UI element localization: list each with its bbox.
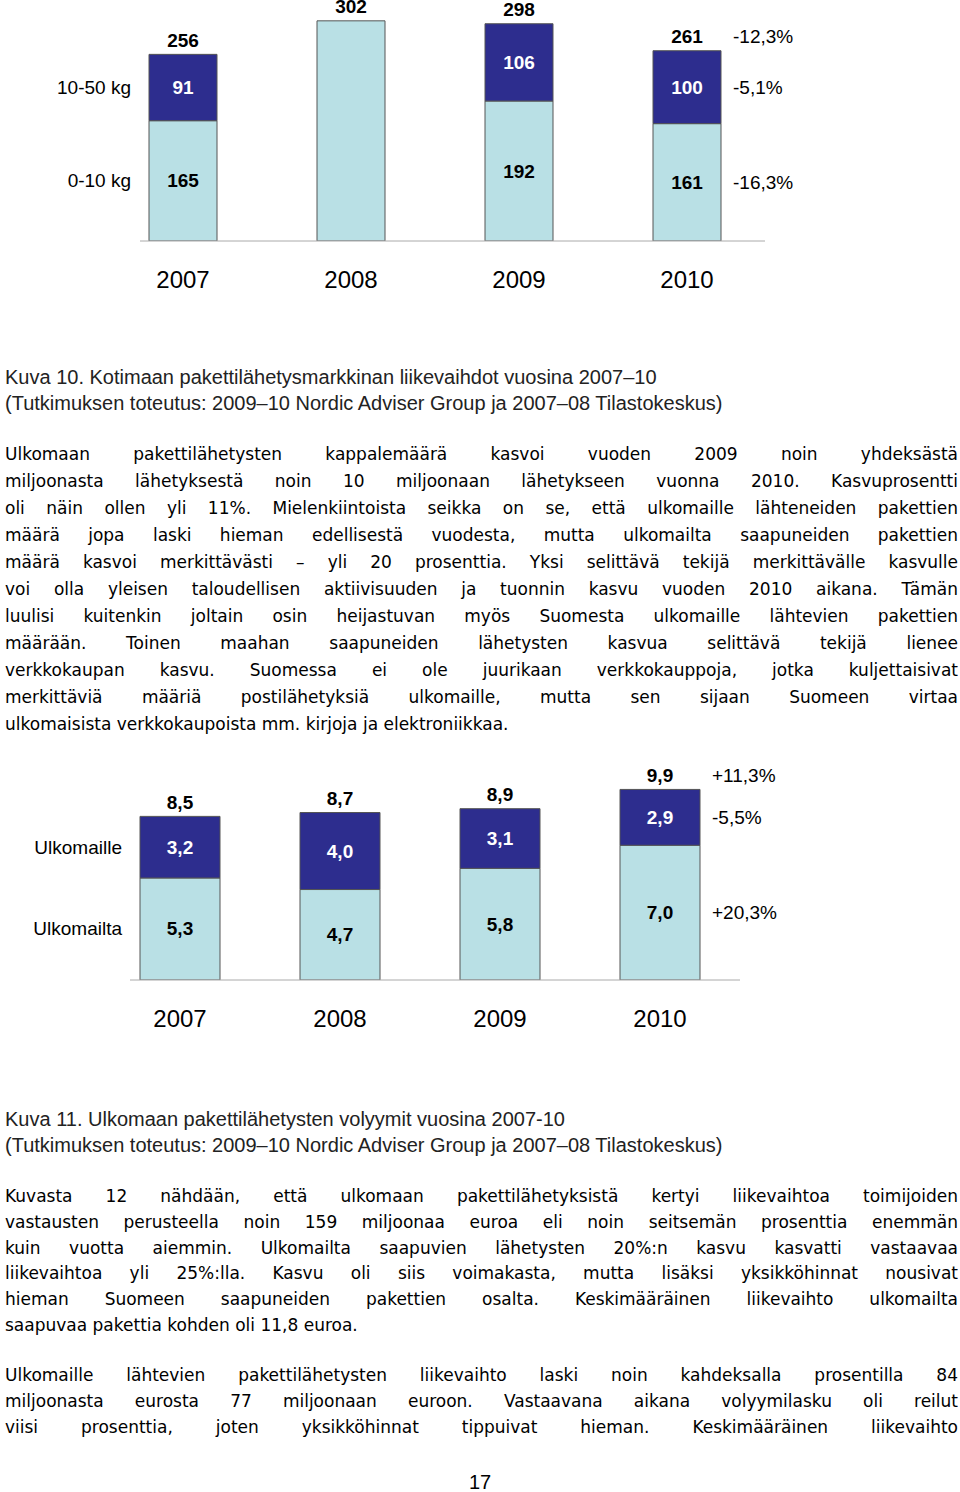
svg-text:165: 165 xyxy=(167,170,199,191)
svg-text:2007: 2007 xyxy=(153,1005,206,1032)
svg-text:5,8: 5,8 xyxy=(487,914,513,935)
svg-text:2009: 2009 xyxy=(492,266,545,293)
html-text:määrä jopa laski hieman edelli: määrä jopa laski hieman edellisestä vuod… xyxy=(5,525,958,545)
html-text:Kuva 11. Ulkomaan pakettilähet: Kuva 11. Ulkomaan pakettilähetysten voly… xyxy=(5,1108,565,1130)
svg-text:+20,3%: +20,3% xyxy=(712,902,777,923)
html-text:saapuvaa pakettia kohden oli 1: saapuvaa pakettia kohden oli 11,8 euroa. xyxy=(5,1315,358,1335)
svg-text:10-50 kg: 10-50 kg xyxy=(57,77,131,98)
svg-text:2009: 2009 xyxy=(473,1005,526,1032)
svg-text:261: 261 xyxy=(671,26,703,47)
html-text:Ulkomaan pakettilähetysten kap: Ulkomaan pakettilähetysten kappalemäärä … xyxy=(5,444,958,464)
svg-text:161: 161 xyxy=(671,172,703,193)
svg-text:3,1: 3,1 xyxy=(487,828,514,849)
svg-text:8,9: 8,9 xyxy=(487,784,513,805)
svg-text:2008: 2008 xyxy=(313,1005,366,1032)
svg-text:2010: 2010 xyxy=(660,266,713,293)
html-text:Kuva 10. Kotimaan pakettilähet: Kuva 10. Kotimaan pakettilähetysmarkkina… xyxy=(5,366,657,388)
svg-text:-5,5%: -5,5% xyxy=(712,807,762,828)
svg-text:192: 192 xyxy=(503,161,535,182)
svg-text:8,5: 8,5 xyxy=(167,792,194,813)
svg-text:5,3: 5,3 xyxy=(167,918,193,939)
html-text:viisi prosenttia, joten yksikk: viisi prosenttia, joten yksikköhinnat ti… xyxy=(5,1416,958,1437)
svg-text:-16,3%: -16,3% xyxy=(733,172,793,193)
html-text:voi olla yleisen taloudellisen: voi olla yleisen taloudellisen aktiivisu… xyxy=(5,579,958,599)
html-text:17: 17 xyxy=(468,1471,492,1492)
html-text:vastausten perusteella noin 15: vastausten perusteella noin 159 miljoona… xyxy=(5,1211,958,1232)
svg-text:100: 100 xyxy=(671,77,703,98)
html-text:miljoonasta lähetyksestä noin: miljoonasta lähetyksestä noin 10 miljoon… xyxy=(5,471,958,491)
svg-text:9,9: 9,9 xyxy=(647,765,673,786)
html-text:(Tutkimuksen toteutus: 2009–10: (Tutkimuksen toteutus: 2009–10 Nordic Ad… xyxy=(5,391,723,414)
html-text:miljoonasta eurosta 77 miljoon: miljoonasta eurosta 77 miljoonaan euroon… xyxy=(5,1390,958,1411)
svg-text:7,0: 7,0 xyxy=(647,902,673,923)
svg-text:8,7: 8,7 xyxy=(327,788,353,809)
svg-text:-5,1%: -5,1% xyxy=(733,77,783,98)
svg-text:256: 256 xyxy=(167,30,199,51)
html-text:luulisi kuitenkin joltain osin: luulisi kuitenkin joltain osin heijastuv… xyxy=(5,606,958,626)
svg-text:4,0: 4,0 xyxy=(327,841,353,862)
svg-text:106: 106 xyxy=(503,52,535,73)
svg-text:3,2: 3,2 xyxy=(167,837,193,858)
html-text:määrään. Toinen maahan saapune: määrään. Toinen maahan saapuneiden lähet… xyxy=(5,633,958,653)
html-text:oli näin ollen yli 11%. Mielen: oli näin ollen yli 11%. Mielenkiintoista… xyxy=(5,498,958,518)
svg-text:302: 302 xyxy=(335,0,367,17)
html-text:merkittäviä määriä postilähety: merkittäviä määriä postilähetyksiä ulkom… xyxy=(5,687,958,707)
html-text:verkkokaupan kasvu. Suomessa e: verkkokaupan kasvu. Suomessa ei ole juur… xyxy=(5,660,958,680)
svg-text:Ulkomailta: Ulkomailta xyxy=(33,918,122,939)
html-text:hieman Suomeen saapuneiden pak: hieman Suomeen saapuneiden pakettien osa… xyxy=(5,1289,958,1310)
svg-text:-12,3%: -12,3% xyxy=(733,26,793,47)
html-text:(Tutkimuksen toteutus: 2009–10: (Tutkimuksen toteutus: 2009–10 Nordic Ad… xyxy=(5,1133,723,1156)
svg-text:2007: 2007 xyxy=(156,266,209,293)
svg-text:0-10 kg: 0-10 kg xyxy=(68,170,131,191)
svg-text:Ulkomaille: Ulkomaille xyxy=(34,837,122,858)
html-text:määrä kasvoi merkittävästi – y: määrä kasvoi merkittävästi – yli 20 pros… xyxy=(5,552,958,572)
svg-text:+11,3%: +11,3% xyxy=(712,765,776,786)
svg-text:2008: 2008 xyxy=(324,266,377,293)
svg-text:4,7: 4,7 xyxy=(327,924,353,945)
html-text:liikevaihtoa yli 25%:lla. Kasv: liikevaihtoa yli 25%:lla. Kasvu oli siis… xyxy=(5,1263,958,1284)
svg-text:298: 298 xyxy=(503,0,535,20)
html-text:Ulkomaille lähtevien pakettilä: Ulkomaille lähtevien pakettilähetysten l… xyxy=(5,1365,958,1385)
html-text:Kuvasta 12 nähdään, että ulkom: Kuvasta 12 nähdään, että ulkomaan pakett… xyxy=(5,1186,958,1206)
html-text:ulkomaisista verkkokaupoista m: ulkomaisista verkkokaupoista mm. kirjoja… xyxy=(5,714,509,734)
svg-text:2,9: 2,9 xyxy=(647,807,673,828)
svg-text:2010: 2010 xyxy=(633,1005,686,1032)
svg-text:91: 91 xyxy=(172,77,194,98)
html-text:kuin vuotta aiemmin. Ulkomailt: kuin vuotta aiemmin. Ulkomailta saapuvie… xyxy=(5,1237,958,1258)
